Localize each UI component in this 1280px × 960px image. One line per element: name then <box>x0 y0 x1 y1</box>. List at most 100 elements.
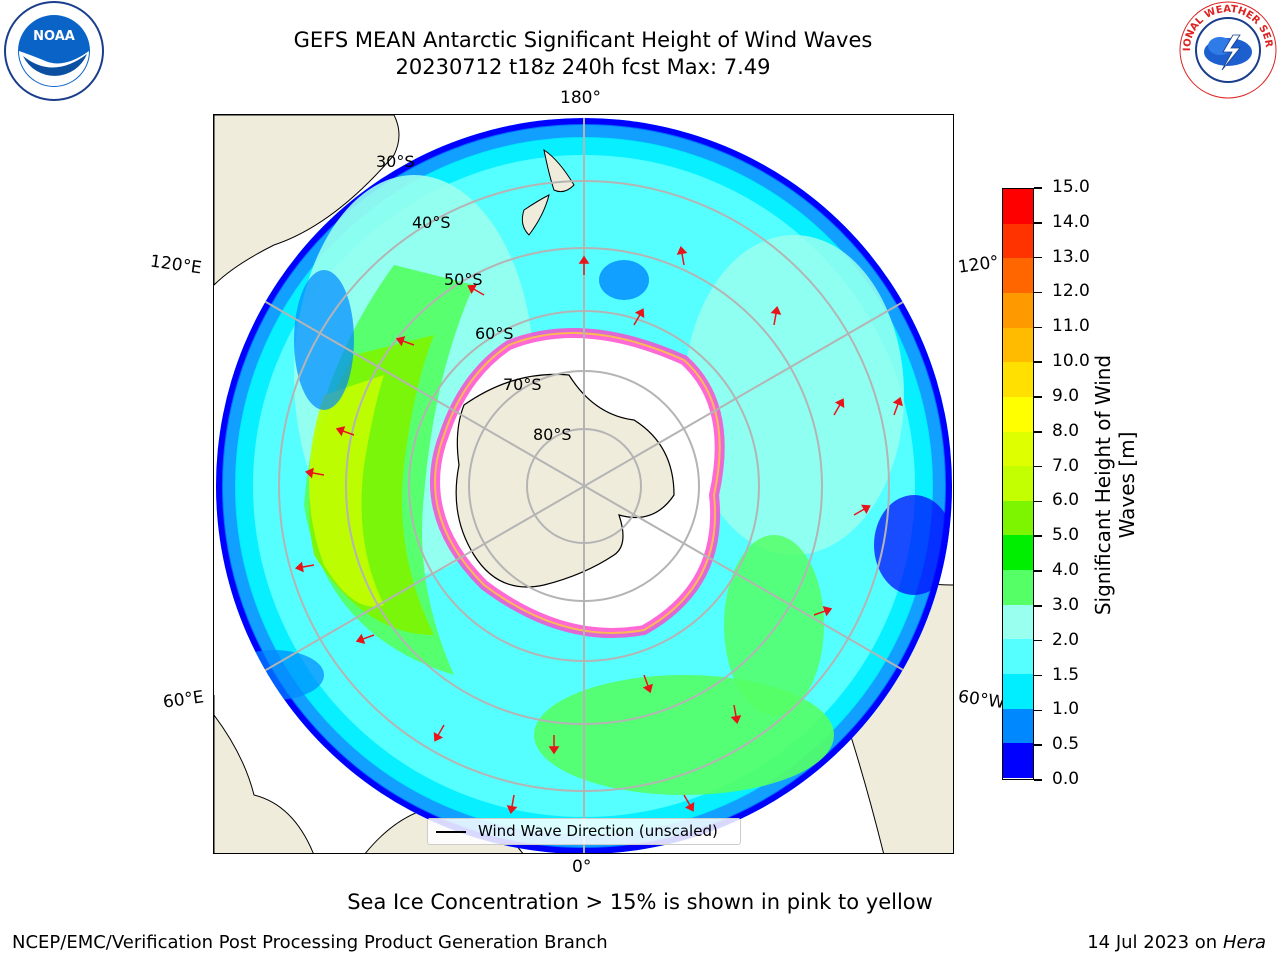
wind-arrow <box>578 255 590 275</box>
colorbar-tick <box>1034 256 1042 259</box>
wind-arrow <box>633 308 645 326</box>
footer-machine: Hera <box>1222 932 1266 953</box>
colorbar-tick-label: 0.0 <box>1052 769 1080 789</box>
wind-arrow <box>853 504 871 516</box>
colorbar-tick-label: 9.0 <box>1052 385 1080 406</box>
colorbar-tick <box>1034 709 1042 712</box>
colorbar-tick-label: 5.0 <box>1052 525 1080 546</box>
colorbar-segment <box>1003 674 1033 710</box>
colorbar-tick-label: 8.0 <box>1052 420 1080 441</box>
colorbar-tick <box>1034 431 1042 433</box>
wind-arrow <box>892 396 903 416</box>
lon-label-60e: 60°E <box>161 687 206 713</box>
lat-label-60s: 60°S <box>475 324 514 343</box>
colorbar-tick <box>1034 222 1042 224</box>
wind-arrow <box>433 724 445 742</box>
wind-arrow <box>355 633 375 644</box>
colorbar-tick <box>1034 291 1042 294</box>
footer-date-text: 14 Jul 2023 on <box>1087 932 1223 953</box>
colorbar-tick <box>1034 326 1042 329</box>
colorbar-tick-label: 12.0 <box>1052 281 1090 302</box>
colorbar-segment <box>1003 466 1033 502</box>
wind-arrow <box>833 398 845 416</box>
colorbar-tick-label: 15.0 <box>1052 177 1090 197</box>
lat-label-50s: 50°S <box>444 270 483 289</box>
colorbar-tick <box>1034 744 1042 746</box>
colorbar <box>1002 188 1034 780</box>
map-panel: Wind Wave Direction (unscaled) <box>213 114 954 854</box>
legend-text: Wind Wave Direction (unscaled) <box>478 822 718 840</box>
colorbar-tick <box>1034 639 1042 642</box>
colorbar-segment <box>1003 189 1033 225</box>
antarctica <box>430 328 725 638</box>
title-line-2: 20230712 t18z 240h fcst Max: 7.49 <box>395 55 771 79</box>
colorbar-segment <box>1003 570 1033 606</box>
footer-date: 14 Jul 2023 on Hera <box>1087 932 1266 953</box>
colorbar-segment <box>1003 708 1033 744</box>
colorbar-tick-label: 1.0 <box>1052 699 1080 720</box>
colorbar-segment <box>1003 292 1033 329</box>
colorbar-segment <box>1003 258 1033 294</box>
colorbar-segment <box>1003 639 1033 675</box>
colorbar-tick-label: 4.0 <box>1052 560 1080 581</box>
lon-label-0: 0° <box>572 857 592 877</box>
colorbar-tick-label: 6.0 <box>1052 490 1080 511</box>
colorbar-tick <box>1034 187 1042 189</box>
wind-arrow <box>770 305 782 326</box>
wind-arrow <box>548 735 560 755</box>
map-legend: Wind Wave Direction (unscaled) <box>427 818 741 845</box>
sea-ice-note: Sea Ice Concentration > 15% is shown in … <box>347 890 933 914</box>
colorbar-tick <box>1034 465 1042 468</box>
colorbar-tick-label: 11.0 <box>1052 316 1090 337</box>
colorbar-segment <box>1003 362 1033 398</box>
lon-label-120e: 120°E <box>148 251 203 279</box>
chart-title: GEFS MEAN Antarctic Significant Height o… <box>0 27 1166 81</box>
colorbar-segment <box>1003 500 1033 536</box>
lat-label-40s: 40°S <box>412 213 451 232</box>
svg-text:NOAA: NOAA <box>33 29 75 44</box>
lat-label-70s: 70°S <box>503 375 542 394</box>
wind-arrows <box>294 245 903 815</box>
colorbar-tick-label: 0.5 <box>1052 734 1080 755</box>
wind-arrow <box>335 426 355 437</box>
wind-arrow <box>676 245 688 266</box>
lat-label-30s: 30°S <box>376 152 415 171</box>
colorbar-segment <box>1003 327 1033 363</box>
lon-label-180: 180° <box>560 88 601 108</box>
title-line-1: GEFS MEAN Antarctic Significant Height o… <box>293 28 873 52</box>
colorbar-segment <box>1003 396 1033 433</box>
colorbar-tick <box>1034 674 1042 677</box>
noaa-logo-icon: NOAA <box>4 1 104 101</box>
lat-label-80s: 80°S <box>533 425 572 444</box>
colorbar-segment <box>1003 604 1033 640</box>
colorbar-segment <box>1003 743 1033 779</box>
wind-arrow <box>683 794 695 812</box>
colorbar-tick-label: 2.0 <box>1052 629 1080 650</box>
colorbar-tick <box>1034 500 1042 503</box>
colorbar-tick <box>1034 779 1042 781</box>
lon-label-60w: 60°W <box>956 686 1007 714</box>
wind-arrow <box>304 467 325 479</box>
wind-arrow <box>467 284 485 296</box>
colorbar-tick <box>1034 570 1042 572</box>
lon-label-120w: 120° <box>956 252 1001 278</box>
colorbar-tick-label: 1.5 <box>1052 664 1080 685</box>
colorbar-tick <box>1034 396 1042 398</box>
footer-credit: NCEP/EMC/Verification Post Processing Pr… <box>12 932 608 953</box>
colorbar-segment <box>1003 535 1033 571</box>
colorbar-tick-label: 14.0 <box>1052 211 1090 232</box>
colorbar-tick-label: 13.0 <box>1052 246 1090 267</box>
wind-arrow <box>506 794 518 815</box>
wind-arrow <box>730 704 742 725</box>
colorbar-tick <box>1034 605 1042 607</box>
polar-map <box>214 115 953 853</box>
colorbar-tick-label: 3.0 <box>1052 594 1080 615</box>
wind-arrow <box>642 674 653 694</box>
colorbar-tick-label: 10.0 <box>1052 351 1090 372</box>
wind-arrow <box>813 606 833 617</box>
wind-arrow <box>395 336 415 347</box>
colorbar-tick-label: 7.0 <box>1052 455 1080 476</box>
nws-logo-icon: NATIONAL WEATHER SERVICE <box>1178 0 1277 99</box>
wind-arrow <box>294 561 315 573</box>
colorbar-tick <box>1034 361 1042 363</box>
